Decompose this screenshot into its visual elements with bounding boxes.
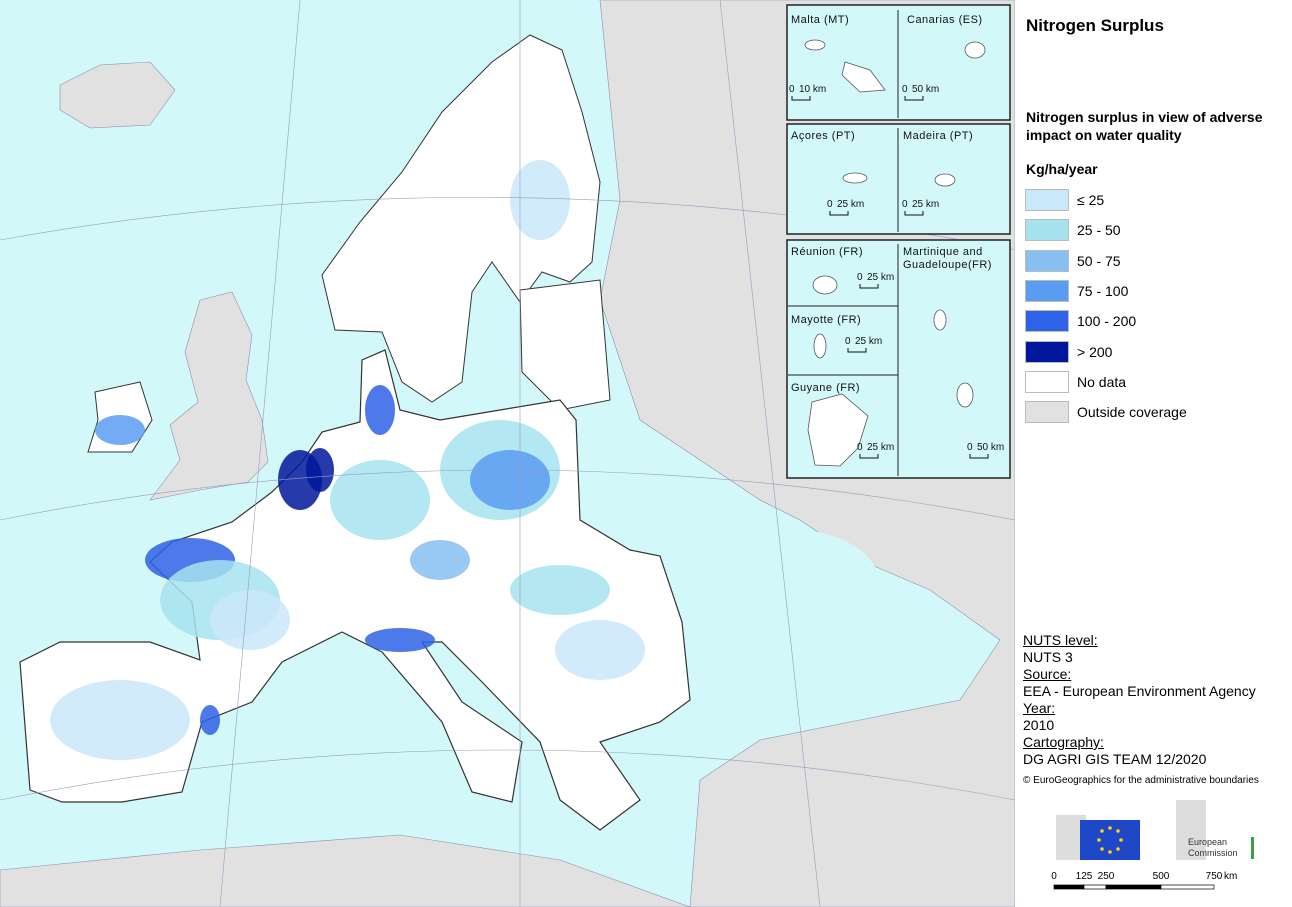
legend-swatch	[1025, 340, 1069, 363]
inset-scale-label: 0	[789, 84, 795, 95]
legend-swatch	[1025, 219, 1069, 242]
legend-label: Outside coverage	[1077, 404, 1187, 421]
surplus-area	[510, 160, 570, 240]
scale-unit: km	[1224, 871, 1237, 882]
scale-segment	[1160, 884, 1215, 890]
scale-segment	[1083, 884, 1107, 890]
inset-scale-label: 0	[902, 199, 908, 210]
legend-item: Outside coverage	[1025, 401, 1187, 424]
legend-title: Kg/ha/year	[1026, 161, 1098, 177]
inset-scale-label: 0	[845, 336, 851, 347]
inset-scale-label: 0	[902, 84, 908, 95]
inset-scale-label: 25 km	[912, 199, 940, 210]
inset-scale-label: 0	[827, 199, 833, 210]
metadata: NUTS level: NUTS 3 Source: EEA - European E…	[1023, 632, 1256, 768]
legend-swatch	[1025, 310, 1069, 333]
legend-label: 50 - 75	[1077, 252, 1121, 269]
meta-key: Cartography:	[1023, 734, 1104, 750]
inset-scale-label: 25 km	[855, 336, 883, 347]
scale-label: 250	[1098, 871, 1115, 882]
legend-item: > 200	[1025, 340, 1113, 363]
inset-label: Malta (MT)	[791, 14, 850, 26]
surplus-area	[510, 565, 610, 615]
legend-item: ≤ 25	[1025, 189, 1104, 211]
meta-key: Source:	[1023, 666, 1072, 682]
legend-label: 100 - 200	[1077, 313, 1137, 330]
legend-panel: Nitrogen Surplus Nitrogen surplus in vie…	[1016, 0, 1292, 907]
inset-label: Martinique and Guadeloupe(FR)	[903, 246, 992, 271]
inset-scale-label: 0	[967, 442, 973, 453]
legend-label: 25 - 50	[1077, 222, 1121, 239]
scale-label: 0	[1051, 871, 1057, 882]
logo-and-scale: European Commission 0 125 250 500 750 km	[1051, 800, 1254, 890]
legend-label: ≤ 25	[1077, 192, 1105, 208]
legend-swatch	[1025, 189, 1069, 211]
legend-item: 100 - 200	[1025, 310, 1137, 333]
surplus-area	[210, 590, 290, 650]
inset-scale-label: 50 km	[912, 84, 940, 95]
scale-segment	[1053, 884, 1085, 890]
inset-label: Mayotte (FR)	[791, 314, 862, 326]
meta-value: EEA - European Environment Agency	[1023, 683, 1256, 699]
surplus-area	[330, 460, 430, 540]
map	[0, 0, 1015, 907]
legend-item: No data	[1025, 370, 1127, 393]
surplus-area	[365, 628, 435, 652]
surplus-area	[470, 450, 550, 510]
map-title: Nitrogen Surplus	[1026, 16, 1164, 35]
surplus-area	[365, 385, 395, 435]
inset-scale-bar	[859, 454, 879, 459]
inset-scale-bar	[969, 454, 989, 459]
inset-scale-bar	[904, 96, 924, 101]
legend-label: No data	[1077, 373, 1127, 390]
scale-segment	[1105, 884, 1162, 890]
meta-key: NUTS level:	[1023, 632, 1098, 648]
surplus-area	[410, 540, 470, 580]
inset-scale-bar	[859, 284, 879, 289]
legend-label: 75 - 100	[1077, 282, 1129, 299]
legend-swatch	[1025, 249, 1069, 272]
inset-scale-bar	[791, 96, 811, 101]
inset-label: Madeira (PT)	[903, 130, 974, 142]
meta-value: 2010	[1023, 717, 1055, 733]
inset-scale-label: 0	[857, 442, 863, 453]
inset-scale-bar	[904, 211, 924, 216]
scale-label: 125	[1076, 871, 1093, 882]
surplus-area	[95, 415, 145, 445]
inset-scale-label: 25 km	[867, 272, 895, 283]
legend-item: 25 - 50	[1025, 219, 1121, 242]
inset-scale-label: 25 km	[867, 442, 895, 453]
legend-item: 75 - 100	[1025, 279, 1129, 302]
inset-scale-label: 25 km	[837, 199, 865, 210]
inset-label: Guyane (FR)	[791, 382, 861, 394]
surplus-area	[200, 705, 220, 735]
legend-swatch	[1025, 370, 1069, 393]
map-subtitle: Nitrogen surplus in view of adverse impa…	[1026, 109, 1263, 143]
inset-label: Açores (PT)	[791, 130, 856, 142]
logo-text: European Commission	[1188, 837, 1238, 858]
surplus-area	[50, 680, 190, 760]
surplus-area	[555, 620, 645, 680]
legend-swatch	[1025, 401, 1069, 424]
scale-label: 750	[1206, 871, 1223, 882]
meta-key: Year:	[1023, 700, 1056, 716]
legend-item: 50 - 75	[1025, 249, 1121, 272]
inset-scale-bar	[829, 211, 849, 216]
inset-scale-label: 0	[857, 272, 863, 283]
inset-scale-label: 10 km	[799, 84, 827, 95]
legend-swatch	[1025, 279, 1069, 302]
meta-value: NUTS 3	[1023, 649, 1073, 665]
inset-label: Canarias (ES)	[907, 14, 983, 26]
legend-label: > 200	[1077, 343, 1113, 360]
surplus-area	[306, 448, 334, 492]
meta-value: DG AGRI GIS TEAM 12/2020	[1023, 751, 1207, 767]
inset-scale-bar	[847, 348, 867, 353]
inset-scale-label: 50 km	[977, 442, 1005, 453]
scale-label: 500	[1153, 871, 1170, 882]
copyright: © EuroGeographics for the administrative…	[1023, 775, 1259, 786]
inset-label: Réunion (FR)	[791, 246, 864, 258]
